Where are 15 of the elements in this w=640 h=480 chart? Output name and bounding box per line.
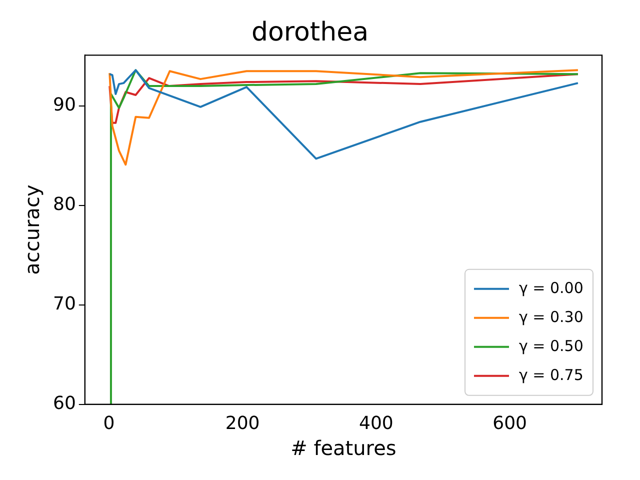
x-tick-label: 0 <box>103 412 115 434</box>
y-tick-label: 80 <box>53 194 76 216</box>
y-axis-title: accuracy <box>20 184 44 275</box>
legend-label: γ = 0.75 <box>519 366 584 384</box>
x-tick-label: 400 <box>359 412 394 434</box>
y-tick-label: 60 <box>53 393 76 414</box>
legend-label: γ = 0.30 <box>519 308 584 326</box>
chart-title: dorothea <box>251 17 369 48</box>
x-axis-title: # features <box>290 436 396 460</box>
y-tick-label: 90 <box>53 94 76 116</box>
x-tick-label: 200 <box>225 412 260 434</box>
legend-label: γ = 0.00 <box>519 278 584 297</box>
legend-label: γ = 0.50 <box>519 336 584 355</box>
y-tick-label: 70 <box>53 294 76 315</box>
x-tick-label: 600 <box>492 412 527 434</box>
